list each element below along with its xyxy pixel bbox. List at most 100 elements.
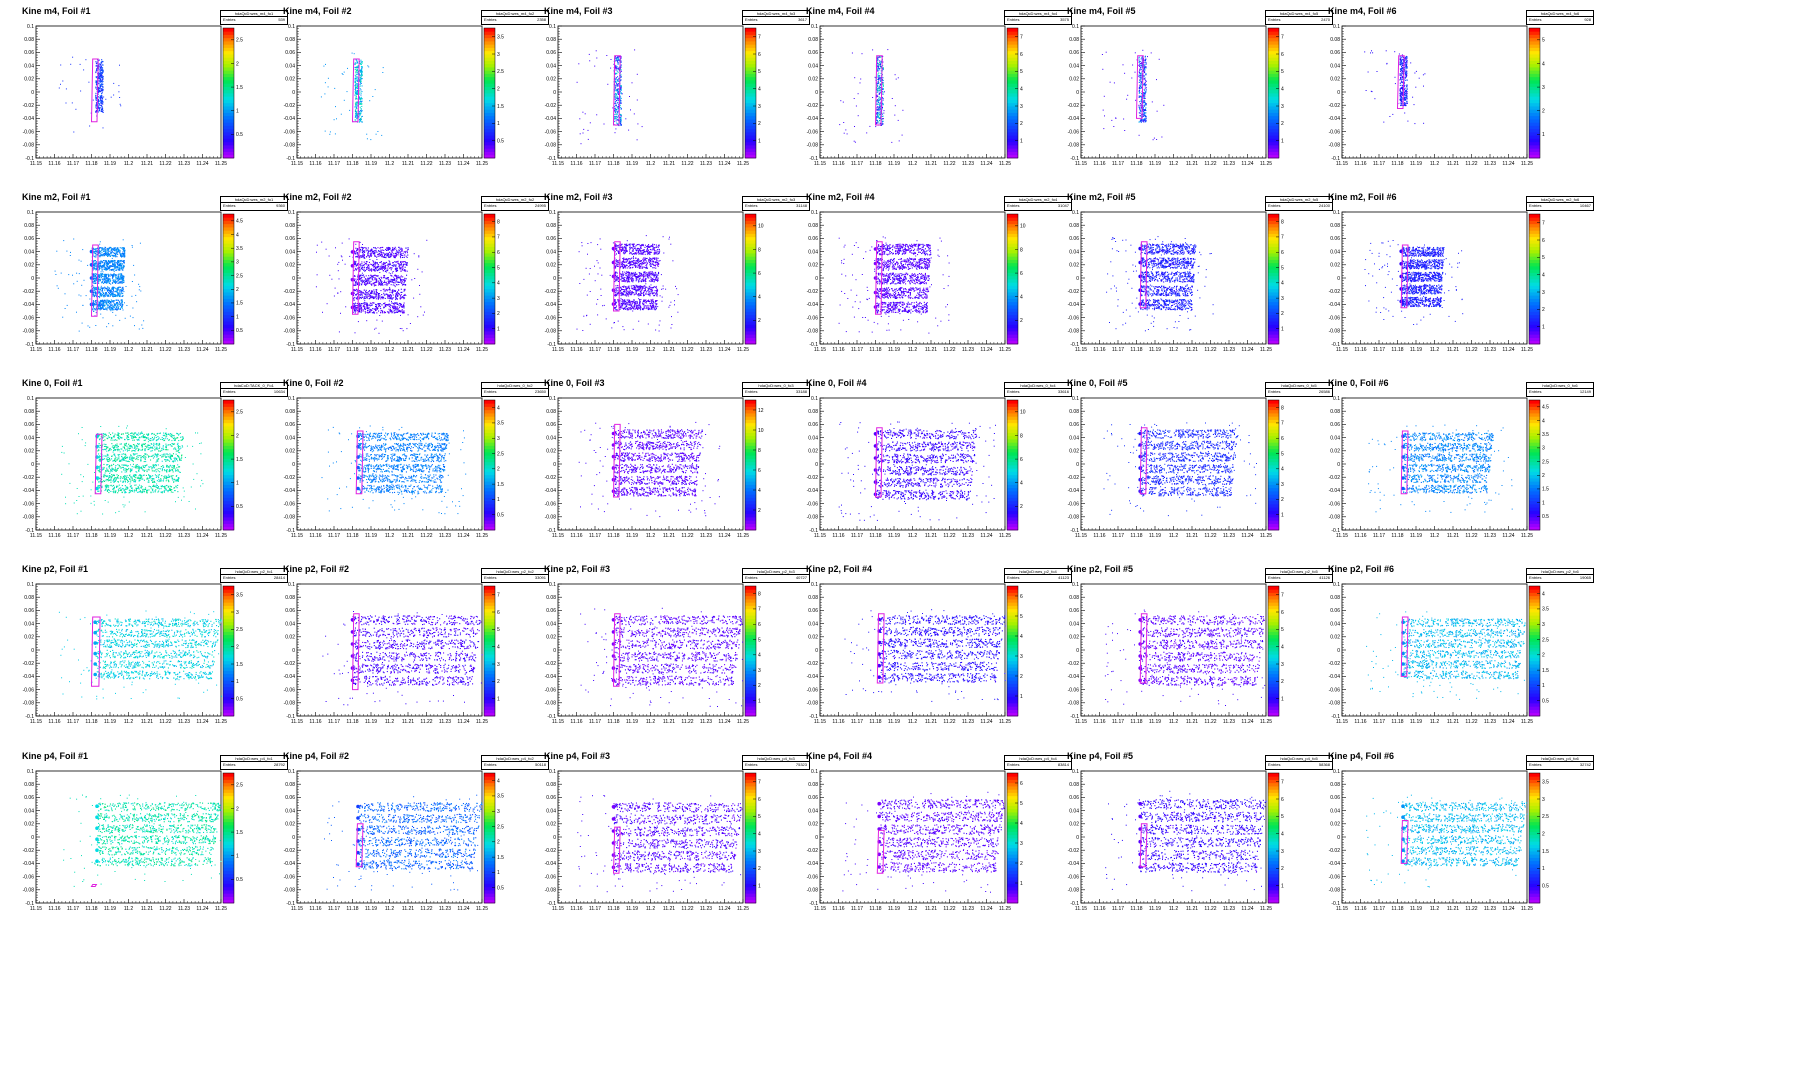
scatter-point: [878, 88, 880, 90]
scatter-point: [879, 79, 881, 81]
scatter-point: [619, 79, 621, 81]
scatter-point: [361, 70, 363, 72]
scatter-point: [1143, 109, 1145, 111]
scatter-point: [104, 275, 106, 277]
scatter-point: [96, 76, 98, 78]
scatter-point: [100, 73, 102, 75]
scatter-point: [103, 300, 105, 302]
scatter-point: [877, 57, 879, 59]
scatter-point: [1400, 69, 1402, 71]
scatter-point: [877, 95, 879, 97]
scatter-point: [94, 308, 96, 310]
scatter-point: [618, 78, 620, 80]
scatter-point: [616, 66, 618, 68]
colorbar-segment: [223, 269, 234, 273]
scatter-point: [100, 99, 102, 101]
scatter-point: [1399, 94, 1401, 96]
scatter-point: [95, 99, 97, 101]
scatter-point: [361, 98, 363, 100]
scatter-point: [106, 305, 108, 307]
scatter-point: [103, 294, 105, 296]
scatter-point: [614, 90, 616, 92]
scatter-point: [1139, 73, 1141, 75]
scatter-point: [108, 265, 110, 267]
scatter-point: [882, 65, 884, 67]
scatter-point: [614, 106, 616, 108]
scatter-point: [618, 69, 620, 71]
scatter-point: [132, 307, 134, 309]
scatter-point: [100, 274, 102, 276]
scatter-point: [878, 60, 880, 62]
scatter-point: [618, 55, 620, 57]
scatter-point: [107, 249, 109, 251]
scatter-point: [99, 305, 101, 307]
scatter-point: [1102, 68, 1104, 70]
scatter-point: [616, 68, 618, 70]
scatter-point: [106, 269, 108, 271]
scatter-point: [1406, 102, 1408, 104]
scatter-point: [1138, 91, 1140, 93]
scatter-point: [356, 68, 358, 70]
scatter-point: [96, 288, 98, 290]
scatter-point: [620, 56, 622, 58]
scatter-point: [356, 102, 358, 104]
scatter-point: [121, 290, 123, 292]
scatter-point: [1143, 78, 1145, 80]
colorbar-tick-label: 2.5: [236, 38, 243, 44]
scatter-point: [355, 87, 357, 89]
scatter-point: [101, 75, 103, 77]
scatter-point: [102, 110, 104, 112]
colorbar-segment: [223, 128, 234, 133]
scatter-point: [104, 255, 106, 257]
colorbar-segment: [223, 340, 234, 345]
stats-box: hdaQcD:wes_m4_fo1 Entries 539: [220, 10, 288, 25]
scatter-point: [617, 102, 619, 104]
scatter-point: [99, 289, 101, 291]
scatter-point: [355, 108, 357, 110]
scatter-point: [103, 292, 105, 294]
stats-entries-value: 928: [1584, 17, 1591, 23]
scatter-point: [115, 247, 117, 249]
colorbar-segment: [223, 28, 234, 32]
scatter-point: [360, 66, 362, 68]
scatter-point: [110, 302, 112, 304]
scatter-point: [107, 299, 109, 301]
scatter-point: [1404, 73, 1406, 75]
scatter-point: [115, 250, 117, 252]
scatter-point: [111, 261, 113, 263]
scatter-point: [357, 79, 359, 81]
scatter-point: [617, 110, 619, 112]
scatter-point: [105, 267, 107, 269]
scatter-point: [614, 111, 616, 113]
colorbar-segment: [223, 223, 234, 228]
scatter-point: [118, 251, 120, 253]
scatter-point: [1115, 117, 1117, 119]
scatter-point: [882, 83, 884, 85]
scatter-point: [1404, 57, 1406, 59]
scatter-point: [1401, 66, 1403, 68]
scatter-point: [1405, 76, 1407, 78]
colorbar-segment: [1268, 28, 1279, 32]
scatter-point: [617, 108, 619, 110]
scatter-point: [136, 301, 138, 303]
scatter-point: [1141, 120, 1143, 122]
scatter-point: [882, 123, 884, 125]
scatter-point: [620, 76, 622, 78]
x-tick-label: 11.17: [67, 161, 79, 167]
scatter-point: [1134, 71, 1136, 73]
colorbar-segment: [745, 109, 756, 113]
scatter-point: [102, 303, 104, 305]
scatter-point: [1401, 78, 1403, 80]
scatter-point: [101, 108, 103, 110]
scatter-point: [616, 113, 618, 115]
scatter-point: [122, 255, 124, 257]
scatter-point: [123, 248, 125, 250]
scatter-point: [95, 262, 97, 264]
scatter-point: [100, 250, 102, 252]
cut-contour: [90, 244, 99, 317]
scatter-point: [94, 250, 96, 252]
scatter-point: [111, 254, 113, 256]
scatter-point: [102, 69, 104, 71]
scatter-point: [107, 302, 109, 304]
scatter-point: [1139, 69, 1141, 71]
